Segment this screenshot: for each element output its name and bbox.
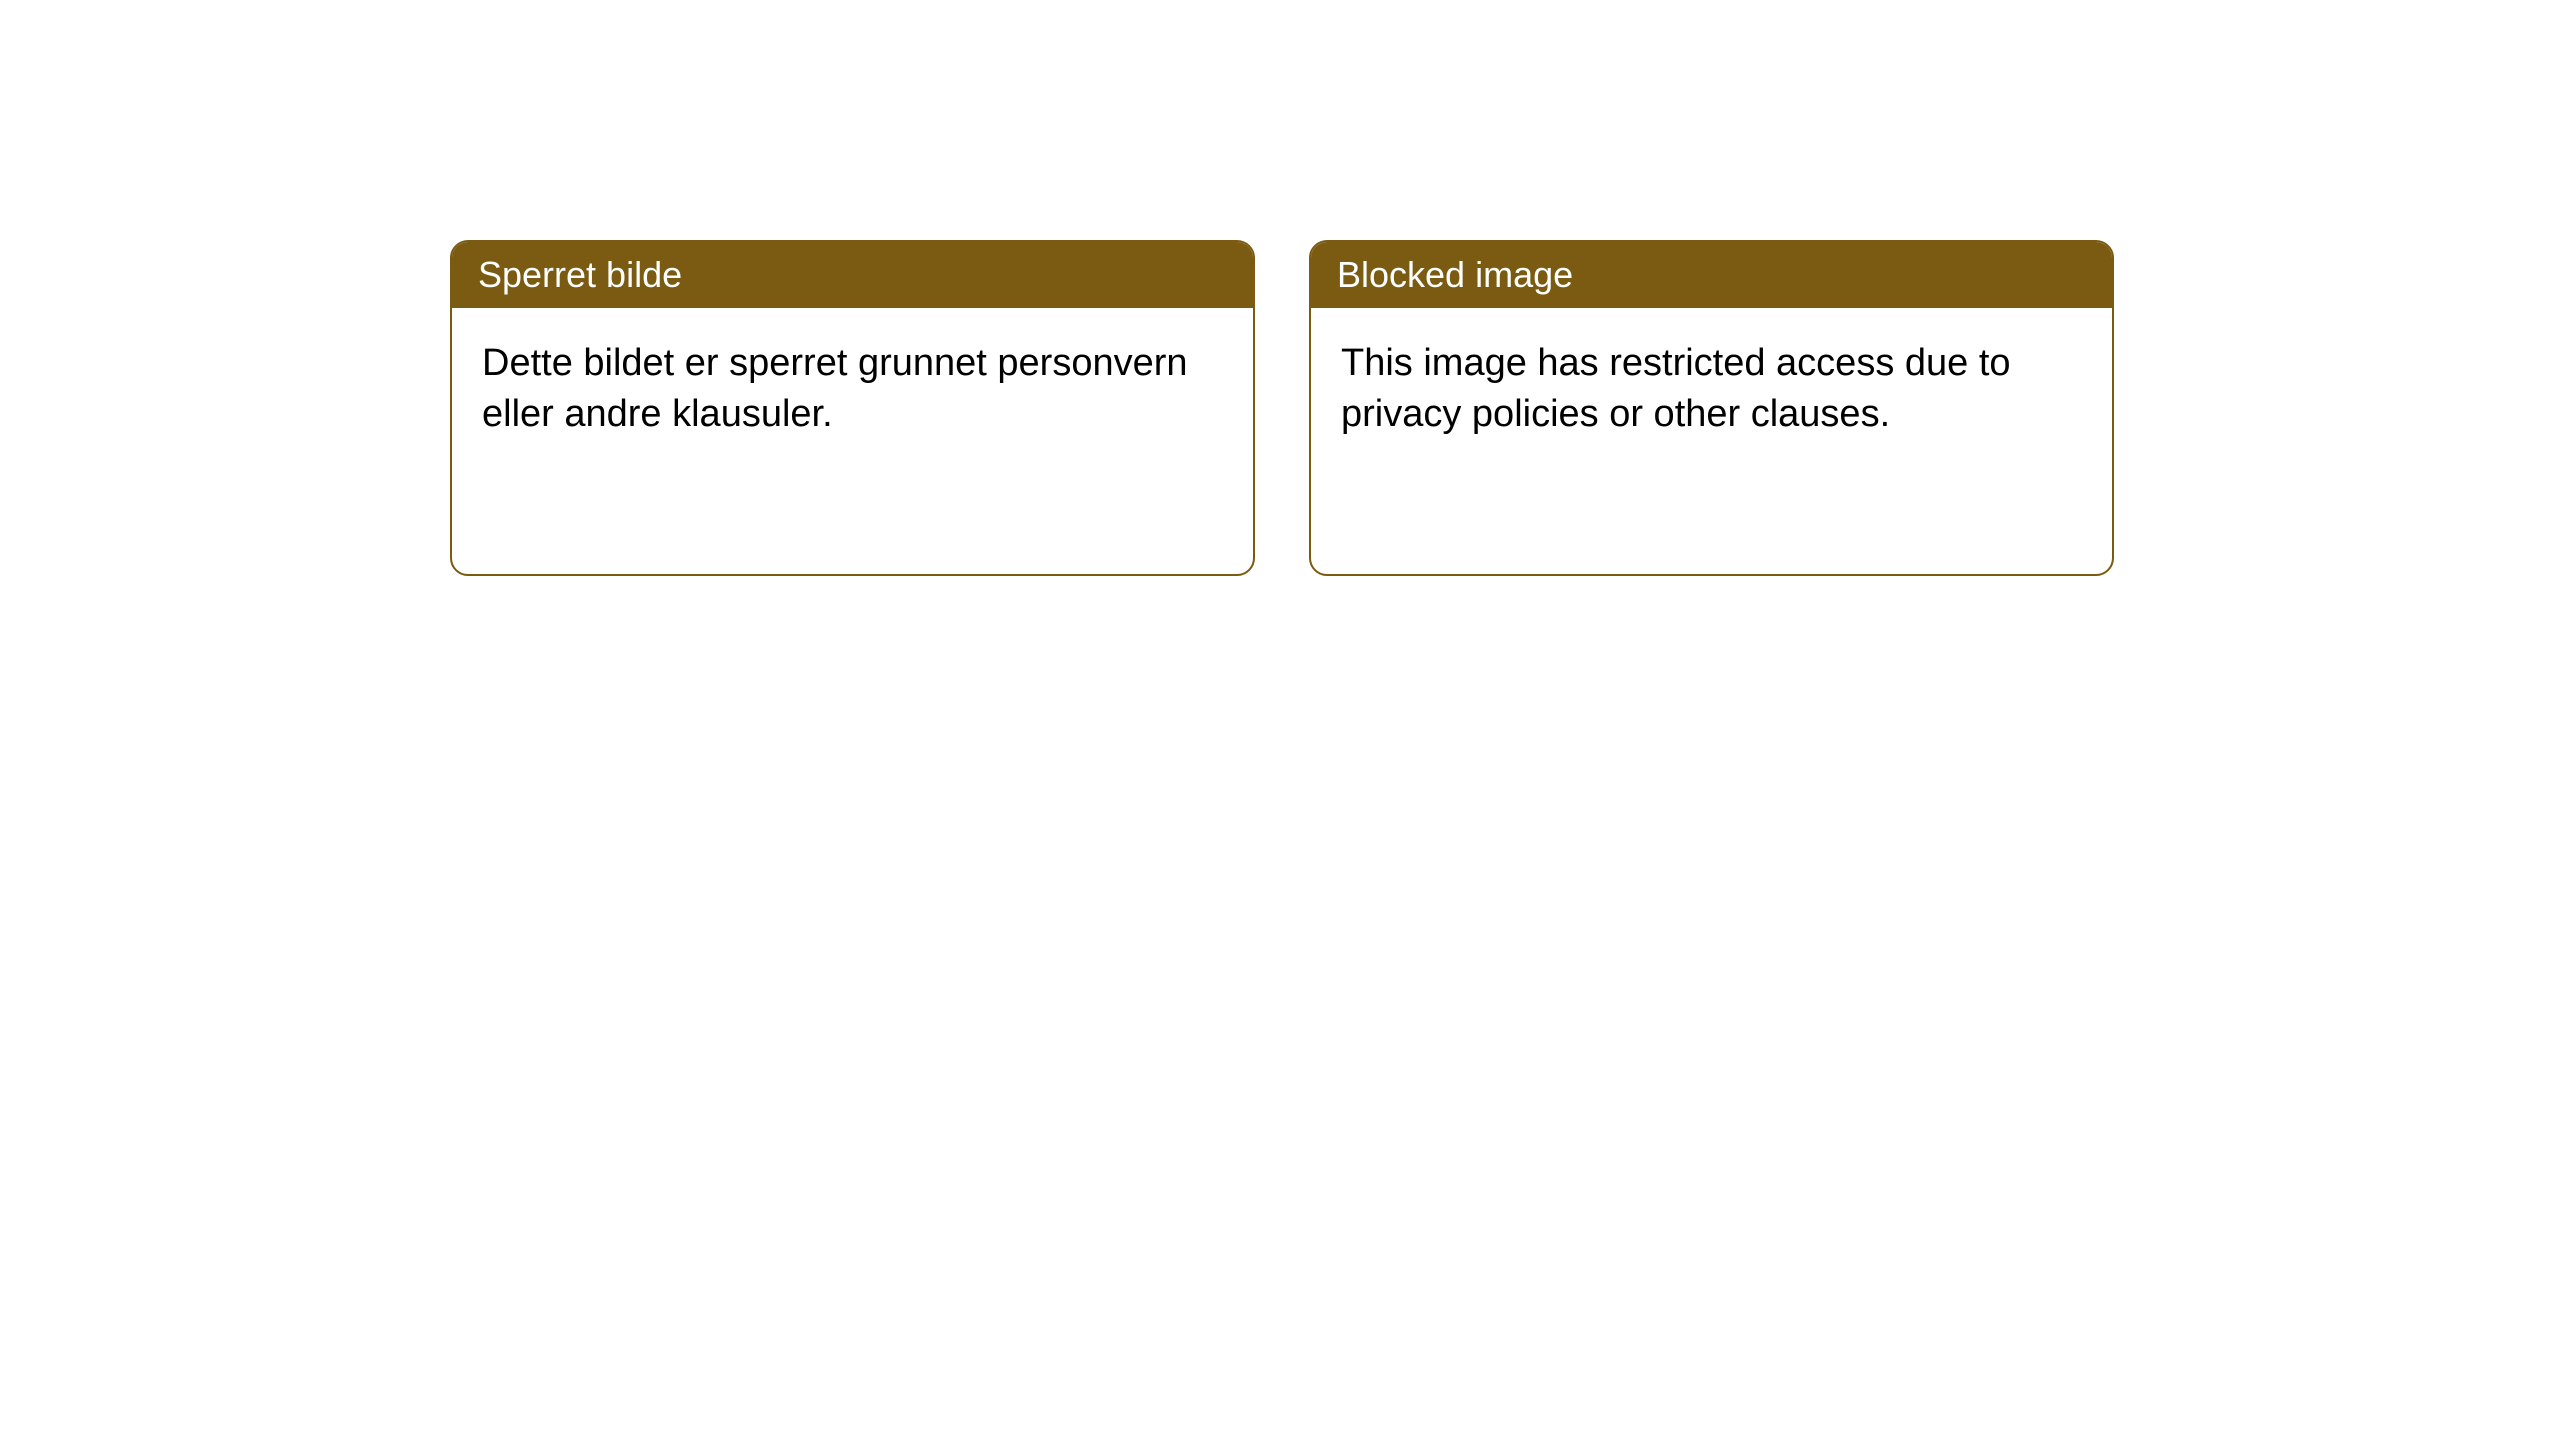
notice-container: Sperret bilde Dette bildet er sperret gr… (450, 240, 2114, 576)
card-header: Blocked image (1311, 242, 2112, 308)
notice-card-norwegian: Sperret bilde Dette bildet er sperret gr… (450, 240, 1255, 576)
notice-card-english: Blocked image This image has restricted … (1309, 240, 2114, 576)
card-body: Dette bildet er sperret grunnet personve… (452, 308, 1253, 471)
card-header: Sperret bilde (452, 242, 1253, 308)
card-title: Blocked image (1337, 254, 1573, 295)
card-title: Sperret bilde (478, 254, 682, 295)
card-body-text: Dette bildet er sperret grunnet personve… (482, 342, 1188, 435)
card-body-text: This image has restricted access due to … (1341, 342, 2011, 435)
card-body: This image has restricted access due to … (1311, 308, 2112, 471)
